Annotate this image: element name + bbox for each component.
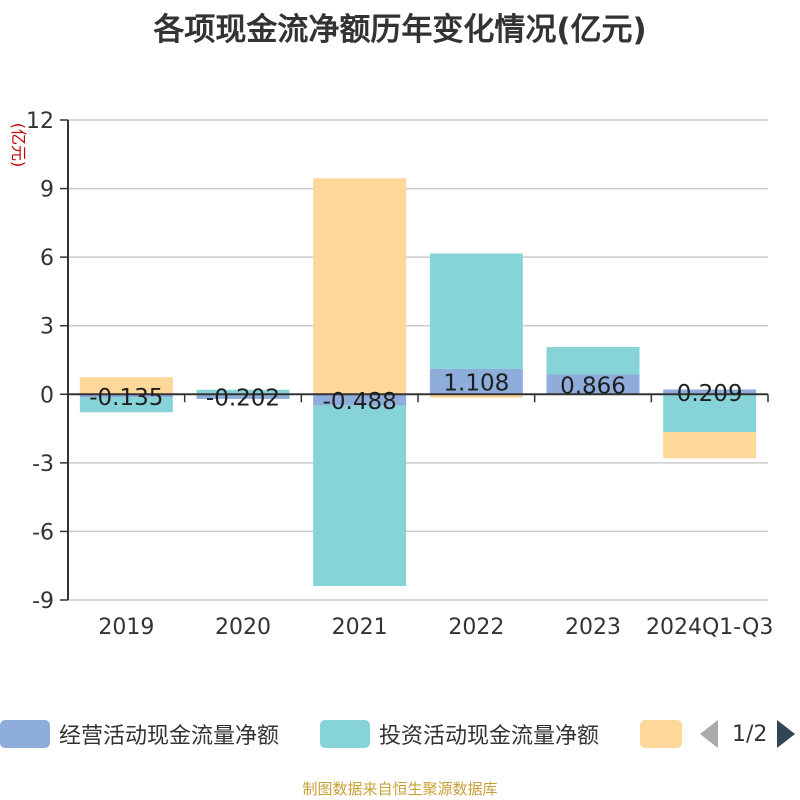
bar-series1-2019: [79, 397, 173, 413]
chart-title: 各项现金流净额历年变化情况(亿元): [153, 12, 647, 48]
bar-series0-2023: [546, 374, 640, 395]
y-tick-label: -6: [32, 520, 54, 545]
legend-label-investing: 投资活动现金流量净额: [379, 724, 600, 749]
y-tick-label: -9: [32, 589, 54, 614]
grid-lines: [68, 119, 768, 601]
data-label-2022: 1.108: [443, 371, 509, 397]
legend-swatch-financing: [640, 720, 682, 748]
y-tick-label: 9: [40, 178, 54, 203]
data-label-2019: -0.135: [89, 385, 163, 411]
bar-series0-2022: [429, 368, 523, 395]
y-tick-label: 12: [26, 109, 54, 134]
y-tick-label: 3: [40, 315, 54, 340]
bar-series2-2019: [79, 377, 173, 395]
legend-pager: 1/2: [700, 713, 796, 755]
data-label-2024Q1-Q3: 0.209: [677, 381, 743, 407]
data-label-2023: 0.866: [560, 373, 626, 399]
source-note: 制图数据来自恒生聚源数据库: [302, 780, 498, 798]
data-label-2020: -0.202: [206, 386, 280, 412]
bar-series1-2021: [313, 405, 407, 587]
pager-prev-icon[interactable]: [700, 720, 718, 748]
data-label-2021: -0.488: [323, 389, 397, 415]
x-tick-label: 2020: [215, 615, 271, 640]
bar-series1-2020: [196, 389, 290, 395]
bar-series0-2020: [196, 394, 290, 399]
legend-swatch-operating: [0, 720, 50, 748]
pager-next-icon[interactable]: [777, 720, 796, 748]
bar-series0-2024Q1-Q3: [663, 389, 757, 395]
bar-series2-2024Q1-Q3: [663, 432, 757, 459]
axes: 12 9 6 3 0 -3 -6 -9 2019 2020 2021 2022 2023 2024Q1-Q…: [26, 109, 773, 640]
bar-series2-2021: [313, 178, 407, 395]
x-tick-label: 2022: [448, 615, 504, 640]
bar-series1-2024Q1-Q3: [663, 394, 757, 432]
bar-series2-2022: [429, 394, 523, 398]
bar-series1-2023: [546, 347, 640, 375]
legend-swatch-investing: [320, 720, 370, 748]
legend-item-operating[interactable]: 经营活动现金流量净额: [0, 713, 279, 755]
y-axis-label: (亿元): [9, 123, 28, 168]
data-labels: -0.135 -0.202 -0.488 1.108 0.866 0.209: [89, 371, 742, 415]
legend: 经营活动现金流量净额 投资活动现金流量净额 1/2: [0, 713, 800, 755]
x-tick-label: 2024Q1-Q3: [646, 615, 773, 640]
y-tick-label: 6: [40, 246, 54, 271]
bar-series0-2019: [79, 394, 173, 398]
x-tick-label: 2021: [332, 615, 388, 640]
x-tick-label: 2023: [565, 615, 621, 640]
bar-series0-2021: [313, 394, 407, 406]
x-tick-label: 2019: [98, 615, 154, 640]
legend-item-investing[interactable]: 投资活动现金流量净额: [320, 713, 599, 755]
legend-item-financing[interactable]: [640, 713, 682, 755]
bar-series1-2022: [429, 253, 523, 369]
bars: [79, 178, 757, 587]
legend-label-operating: 经营活动现金流量净额: [59, 724, 280, 749]
y-tick-label: 0: [40, 383, 54, 408]
y-tick-label: -3: [32, 452, 54, 477]
pager-text: 1/2: [732, 721, 768, 747]
